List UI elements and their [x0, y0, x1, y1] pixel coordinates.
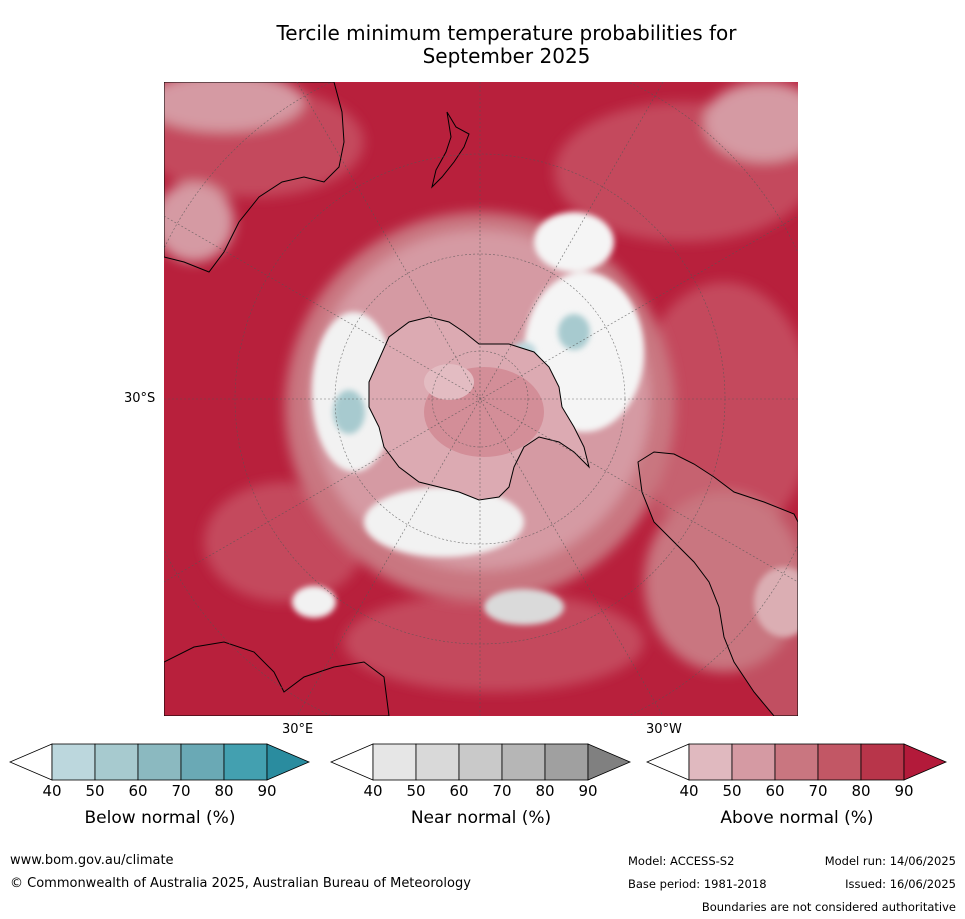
- australia-coastline: [164, 82, 345, 273]
- legend-title-near: Near normal (%): [410, 808, 552, 828]
- longitude-label-west: 30°W: [646, 722, 682, 737]
- colorbar-above-normal-graphic: [645, 743, 948, 781]
- colorbar-tick-label: 80: [535, 782, 555, 800]
- colorbar-tick-label: 60: [128, 782, 148, 800]
- colorbar-segment: [501, 743, 546, 781]
- above-normal-moderate: [164, 82, 798, 692]
- copyright-text: © Commonwealth of Australia 2025, Austra…: [10, 876, 471, 891]
- latitude-label: 30°S: [124, 391, 156, 406]
- colorbar-tick-label: 80: [214, 782, 234, 800]
- colorbar-tick-label: 50: [406, 782, 426, 800]
- longitude-label-east: 30°E: [282, 722, 314, 737]
- colorbar-tick-label: 70: [492, 782, 512, 800]
- legend-title-above: Above normal (%): [720, 808, 874, 828]
- colorbar-tick-label: 70: [808, 782, 828, 800]
- model-run-text: Model run: 14/06/2025: [824, 854, 956, 868]
- colorbar-segment: [817, 743, 862, 781]
- colorbar-segment: [860, 743, 905, 781]
- colorbar-segment: [544, 743, 589, 781]
- title-line-2: September 2025: [422, 44, 591, 68]
- legend-title-below: Below normal (%): [84, 808, 236, 828]
- colorbar-segment: [137, 743, 182, 781]
- colorbar-extend-high: [903, 743, 948, 781]
- colorbar-segment: [223, 743, 268, 781]
- colorbar-segment: [774, 743, 819, 781]
- colorbar-segment: [688, 743, 733, 781]
- africa-coastline: [164, 641, 390, 716]
- model-text: Model: ACCESS-S2: [628, 854, 735, 868]
- colorbar-tick-label: 50: [722, 782, 742, 800]
- new-zealand-coastline: [431, 111, 470, 189]
- south-america-coastline: [637, 451, 798, 716]
- colorbar-segment: [51, 743, 96, 781]
- colorbar-segment: [372, 743, 417, 781]
- colorbar-segment: [94, 743, 139, 781]
- polar-map: [164, 82, 798, 716]
- disclaimer-text: Boundaries are not considered authoritat…: [701, 900, 956, 914]
- colorbar-tick-label: 40: [42, 782, 62, 800]
- base-period-text: Base period: 1981-2018: [628, 877, 767, 891]
- colorbar-extend-high: [266, 743, 311, 781]
- graticule: [164, 82, 798, 716]
- antarctica: [368, 316, 590, 501]
- colorbar-tick-label: 40: [363, 782, 383, 800]
- colorbar-segment: [458, 743, 503, 781]
- issued-text: Issued: 16/06/2025: [845, 877, 956, 891]
- colorbar-tick-label: 90: [578, 782, 598, 800]
- map-title: Tercile minimum temperature probabilitie…: [164, 22, 849, 68]
- colorbar-tick-label: 60: [449, 782, 469, 800]
- website-link[interactable]: www.bom.gov.au/climate: [10, 853, 174, 868]
- colorbar-extend-high: [587, 743, 632, 781]
- colorbar-near-normal: [329, 743, 632, 787]
- colorbar-segment: [180, 743, 225, 781]
- colorbar-extend-low: [8, 743, 53, 781]
- colorbar-extend-low: [329, 743, 374, 781]
- colorbar-segment: [731, 743, 776, 781]
- title-line-1: Tercile minimum temperature probabilitie…: [276, 21, 737, 45]
- colorbar-near-normal-graphic: [329, 743, 632, 781]
- colorbar-above-normal: [645, 743, 948, 787]
- colorbar-extend-low: [645, 743, 690, 781]
- colorbar-tick-label: 80: [851, 782, 871, 800]
- colorbar-tick-label: 40: [679, 782, 699, 800]
- colorbar-segment: [415, 743, 460, 781]
- colorbar-below-normal-graphic: [8, 743, 311, 781]
- colorbar-below-normal: [8, 743, 311, 787]
- colorbar-tick-label: 50: [85, 782, 105, 800]
- colorbar-tick-label: 60: [765, 782, 785, 800]
- colorbar-tick-label: 90: [257, 782, 277, 800]
- colorbar-tick-label: 70: [171, 782, 191, 800]
- colorbar-tick-label: 90: [894, 782, 914, 800]
- map-graphic: [164, 82, 798, 716]
